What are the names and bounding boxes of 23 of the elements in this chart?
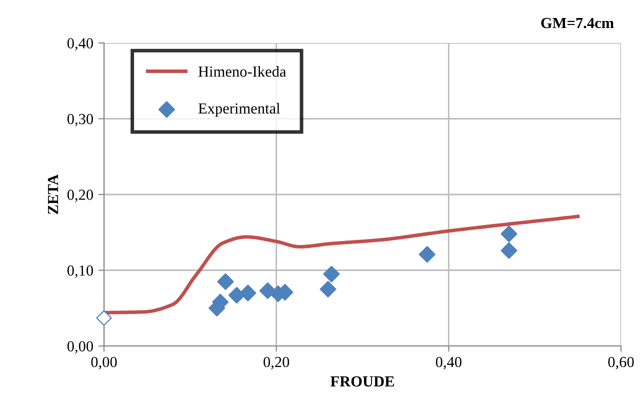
legend-label: Himeno-Ikeda [198,66,286,77]
x-axis-title: FROUDE [330,376,394,387]
y-axis-title: ZETA [48,174,58,214]
point [240,284,256,302]
x-tick-label: 0,00 [91,356,117,370]
x-tick-label: 0,20 [264,356,290,370]
x-tick-label: 0,60 [608,356,634,370]
x-tick-label: 0,40 [436,356,462,370]
y-tick-label: 0,20 [67,190,93,202]
point [228,286,245,304]
y-tick-label: 0,00 [67,341,93,354]
y-tick-label: 0,10 [67,265,93,278]
legend-label: Experimental [198,102,280,117]
y-tick-label: 0,40 [67,38,93,51]
point [500,226,518,242]
point [320,280,336,298]
point [96,310,112,326]
point [418,246,436,263]
text: GM=7.4cm [541,18,614,28]
point [323,266,340,282]
y-tick-label: 0,30 [67,114,93,126]
point [500,242,518,259]
point [217,273,234,290]
